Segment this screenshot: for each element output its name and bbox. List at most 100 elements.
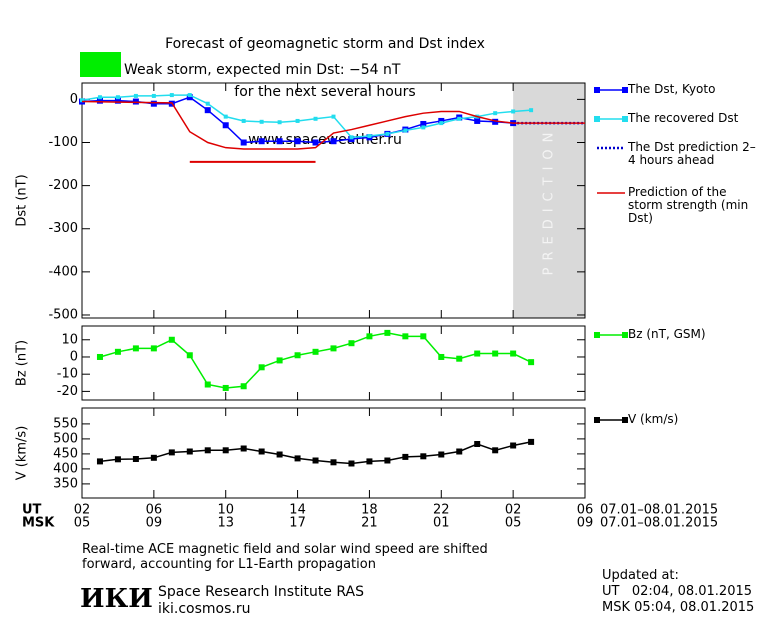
plot-frame xyxy=(81,82,586,319)
data-point xyxy=(240,383,247,390)
y-tick-label: 450 xyxy=(53,446,78,461)
x-axis-label-msk: MSK xyxy=(22,516,55,531)
y-tick-label: -500 xyxy=(48,307,78,322)
x-tick-label-msk: 21 xyxy=(361,516,378,531)
data-point xyxy=(205,101,210,106)
data-point xyxy=(223,114,228,119)
x-tick-label: 10 xyxy=(217,503,234,518)
y-tick-label: 350 xyxy=(53,476,78,491)
data-point xyxy=(402,333,409,340)
data-point xyxy=(96,353,103,360)
data-point xyxy=(186,352,193,359)
data-point xyxy=(349,135,354,140)
data-point xyxy=(420,120,427,127)
data-point xyxy=(420,453,427,460)
data-point xyxy=(474,441,481,447)
legend-label: The Dst prediction 2–4 hours ahead xyxy=(628,140,756,167)
data-point xyxy=(493,111,498,116)
data-point xyxy=(168,336,175,343)
note-line: forward, accounting for L1-Earth propaga… xyxy=(82,557,376,572)
y-tick-label: -400 xyxy=(48,264,78,279)
y-tick-label: 400 xyxy=(53,461,78,476)
data-point xyxy=(204,447,211,454)
legend-label: The Dst, Kyoto xyxy=(628,82,716,96)
legend-marker xyxy=(594,87,600,93)
y-axis-label: Bz (nT) xyxy=(15,340,30,386)
y-axis-label: V (km/s) xyxy=(15,426,30,481)
legend-marker xyxy=(622,116,628,122)
data-point xyxy=(187,93,192,98)
status: Weak storm, expected min Dst: −54 nT xyxy=(124,62,401,78)
data-point xyxy=(402,453,409,460)
data-point xyxy=(151,93,156,98)
data-point xyxy=(150,454,157,461)
data-point xyxy=(348,460,355,467)
data-point xyxy=(258,364,265,371)
institute: Space Research Institute RAS iki.cosmos.r… xyxy=(158,584,364,618)
x-tick-label: 02 xyxy=(505,503,522,518)
x-tick-label-msk: 09 xyxy=(146,516,163,531)
data-point xyxy=(222,447,229,454)
x-tick-label-msk: 05 xyxy=(74,516,91,531)
data-point xyxy=(114,97,121,104)
data-point xyxy=(492,118,499,125)
x-tick-label-msk: 09 xyxy=(577,516,594,531)
data-point xyxy=(384,329,391,336)
title-line: Forecast of geomagnetic storm and Dst in… xyxy=(165,36,485,52)
data-point xyxy=(204,381,211,388)
data-point xyxy=(259,119,264,124)
data-point xyxy=(330,138,337,145)
data-point xyxy=(403,128,408,133)
data-point xyxy=(132,98,139,105)
updated-label: Updated at: xyxy=(602,568,679,583)
series-line xyxy=(81,100,585,150)
data-point xyxy=(186,448,193,455)
prediction-band xyxy=(513,83,585,318)
data-point xyxy=(96,97,103,104)
data-point xyxy=(241,118,246,123)
updated-ut: UT 02:04, 08.01.2015 xyxy=(602,584,753,599)
data-point xyxy=(96,458,103,465)
data-point xyxy=(492,447,499,454)
data-point xyxy=(150,345,157,352)
data-point xyxy=(330,345,337,352)
data-point xyxy=(312,139,319,146)
data-point xyxy=(258,138,265,145)
date-range: 07.01–08.01.2015 xyxy=(600,516,718,531)
x-tick-label: 06 xyxy=(577,503,594,518)
data-point xyxy=(420,333,427,340)
data-point xyxy=(204,107,211,114)
data-point xyxy=(330,459,337,466)
y-tick-label: 10 xyxy=(61,332,78,347)
y-tick-label: -300 xyxy=(48,221,78,236)
data-point xyxy=(294,138,301,145)
x-tick-label-msk: 17 xyxy=(289,516,306,531)
series-line xyxy=(81,94,532,139)
data-point xyxy=(313,116,318,121)
data-point xyxy=(169,93,174,98)
plot-frame xyxy=(81,325,586,401)
data-point xyxy=(97,95,102,100)
note-line: Real-time ACE magnetic field and solar w… xyxy=(82,542,488,557)
data-point xyxy=(240,139,247,146)
data-point xyxy=(80,98,84,103)
institute-url: iki.cosmos.ru xyxy=(158,601,251,617)
legend-marker xyxy=(594,417,600,423)
data-point xyxy=(528,359,535,366)
data-point xyxy=(312,348,319,355)
data-point xyxy=(348,340,355,347)
data-point xyxy=(312,457,319,464)
institute-name: Space Research Institute RAS xyxy=(158,584,364,600)
x-tick-label-msk: 01 xyxy=(433,516,450,531)
y-tick-label: 0 xyxy=(70,349,78,364)
data-point xyxy=(150,100,157,107)
legend-marker xyxy=(594,332,600,338)
legend-marker xyxy=(594,116,600,122)
legend-label: V (km/s) xyxy=(628,412,679,426)
data-point xyxy=(438,451,445,458)
data-point xyxy=(133,93,138,98)
y-tick-label: 0 xyxy=(70,92,78,107)
data-point xyxy=(474,117,481,124)
